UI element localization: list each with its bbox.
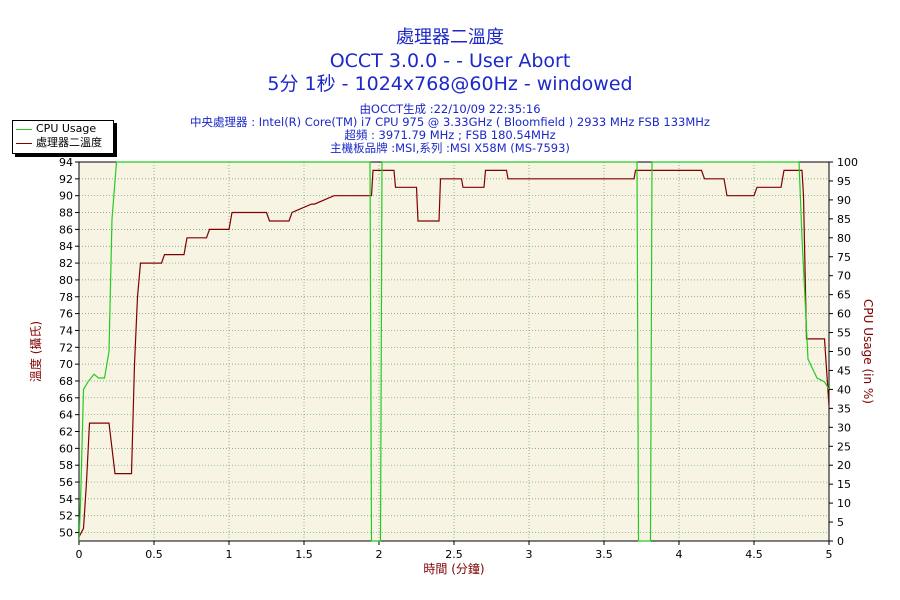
y-tick-label: 50 [59, 527, 73, 540]
legend-item-temperature: 處理器二溫度 [16, 136, 102, 150]
y2-tick-label: 75 [837, 251, 851, 264]
title-line-1: 處理器二溫度 [396, 27, 504, 48]
y2-tick-label: 45 [837, 364, 851, 377]
x-tick-label: 0.5 [145, 548, 163, 561]
info-line-1: 由OCCT生成 :22/10/09 22:35:16 [359, 102, 541, 116]
y-tick-label: 60 [59, 442, 73, 455]
y2-tick-label: 100 [837, 156, 858, 169]
x-tick-label: 5 [826, 548, 833, 561]
x-tick-label: 0 [76, 548, 83, 561]
y-tick-label: 72 [59, 341, 73, 354]
y2-tick-label: 20 [837, 459, 851, 472]
legend-label-temperature: 處理器二溫度 [36, 136, 102, 149]
y-tick-label: 62 [59, 426, 73, 439]
y2-tick-label: 85 [837, 213, 851, 226]
y-tick-label: 94 [59, 156, 73, 169]
y-tick-label: 66 [59, 392, 73, 405]
y2-tick-label: 0 [837, 535, 844, 548]
y2-tick-label: 90 [837, 194, 851, 207]
y-tick-label: 92 [59, 173, 73, 186]
y-tick-label: 86 [59, 223, 73, 236]
x-tick-label: 1.5 [295, 548, 313, 561]
x-tick-label: 3 [526, 548, 533, 561]
y-tick-label: 54 [59, 493, 73, 506]
x-tick-label: 3.5 [595, 548, 613, 561]
legend-swatch-temperature [16, 142, 32, 144]
y-tick-label: 80 [59, 274, 73, 287]
title-line-2: OCCT 3.0.0 - - User Abort [329, 50, 571, 72]
y-tick-label: 90 [59, 190, 73, 203]
y2-tick-label: 95 [837, 175, 851, 188]
y-tick-label: 76 [59, 308, 73, 321]
y2-tick-label: 50 [837, 346, 851, 359]
x-tick-label: 2 [376, 548, 383, 561]
y-tick-label: 52 [59, 510, 73, 523]
x-axis-label: 時間 (分鐘) [423, 561, 484, 576]
title-line-3: 5分 1秒 - 1024x768@60Hz - windowed [267, 73, 633, 95]
x-tick-label: 4 [676, 548, 683, 561]
y2-tick-label: 35 [837, 402, 851, 415]
y2-tick-label: 30 [837, 421, 851, 434]
y2-tick-label: 60 [837, 308, 851, 321]
y2-tick-label: 25 [837, 440, 851, 453]
y2-tick-label: 10 [837, 497, 851, 510]
y-tick-label: 78 [59, 291, 73, 304]
legend-item-cpu-usage: CPU Usage [16, 122, 96, 136]
y-tick-label: 56 [59, 476, 73, 489]
legend: CPU Usage 處理器二溫度 [12, 120, 114, 154]
y2-tick-label: 5 [837, 516, 844, 529]
y-tick-label: 58 [59, 459, 73, 472]
y2-tick-label: 70 [837, 270, 851, 283]
y2-tick-label: 65 [837, 289, 851, 302]
series-line-cpu-usage [79, 161, 829, 542]
y-tick-label: 64 [59, 409, 73, 422]
y2-axis-label: CPU Usage (in %) [861, 299, 875, 404]
legend-label-cpu-usage: CPU Usage [36, 122, 97, 135]
info-line-3: 超頻 : 3971.79 MHz ; FSB 180.54MHz [344, 128, 556, 142]
legend-swatch-cpu-usage [16, 128, 32, 130]
series-line-temperature [79, 169, 829, 538]
y-tick-label: 84 [59, 240, 73, 253]
y-tick-label: 74 [59, 324, 73, 337]
y2-tick-label: 40 [837, 383, 851, 396]
x-tick-label: 1 [226, 548, 233, 561]
info-line-2: 中央處理器 : Intel(R) Core(TM) i7 CPU 975 @ 3… [190, 115, 710, 129]
y-axis-label: 溫度 (攝氏) [28, 321, 43, 382]
x-tick-label: 4.5 [745, 548, 763, 561]
info-line-4: 主機板品牌 :MSI,系列 :MSI X58M (MS-7593) [330, 141, 570, 155]
y2-tick-label: 15 [837, 478, 851, 491]
y-tick-label: 68 [59, 375, 73, 388]
x-tick-label: 2.5 [445, 548, 463, 561]
y-tick-label: 82 [59, 257, 73, 270]
y2-tick-label: 55 [837, 327, 851, 340]
y-tick-label: 88 [59, 207, 73, 220]
y2-tick-label: 80 [837, 232, 851, 245]
y-tick-label: 70 [59, 358, 73, 371]
